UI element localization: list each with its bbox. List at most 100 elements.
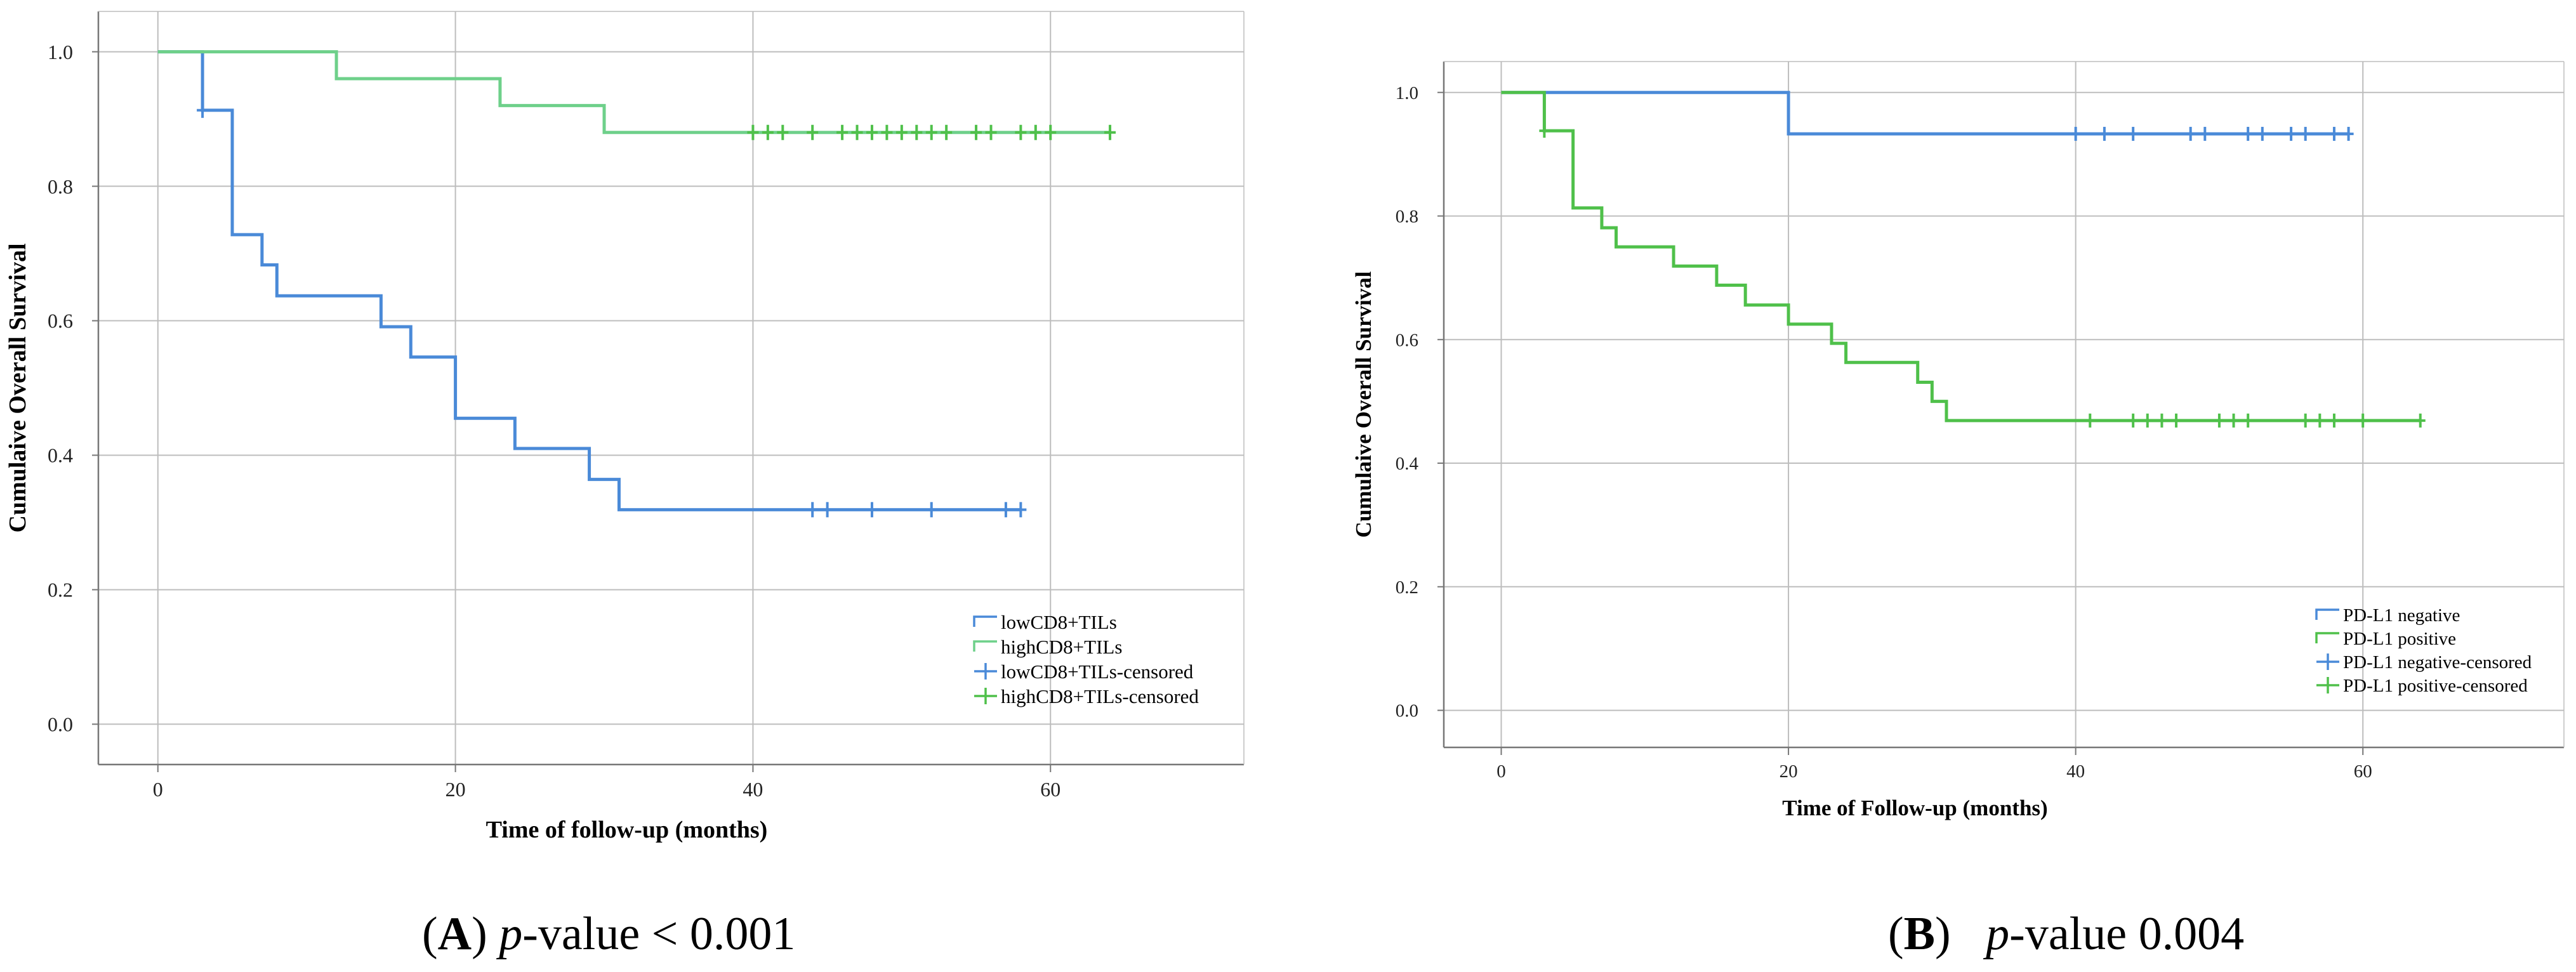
censor-mark-0-1 <box>2099 126 2110 141</box>
censor-mark-0-2 <box>2128 126 2139 141</box>
censor-mark-0-5 <box>1000 502 1012 518</box>
x-tick-label-20: 20 <box>446 778 466 801</box>
legend-symbol-2 <box>2316 653 2339 670</box>
y-axis-label: Cumulaive Overall Survival <box>1351 271 1376 537</box>
y-tick-label-5: 1.0 <box>48 41 73 63</box>
legend-symbol-3 <box>2316 677 2339 693</box>
legend-symbol-0 <box>2315 608 2339 620</box>
censor-mark-0-6 <box>2257 126 2268 141</box>
chart-b: 0 20 40 60 0.0 0.2 0.4 0.6 0.8 1.0 Time of Follow-… <box>1351 61 2565 820</box>
censor-mark-0-4 <box>925 502 937 518</box>
km-curve-lowcd8-tils <box>157 50 1021 511</box>
legend-symbol-1 <box>973 640 997 652</box>
legend-label-3: PD-L1 positive-censored <box>2343 676 2528 696</box>
censor-mark-1-10 <box>2315 413 2325 428</box>
censor-mark-1-15 <box>1029 124 1041 140</box>
censor-mark-0-7 <box>2286 126 2297 141</box>
censor-mark-1-2 <box>2128 413 2139 428</box>
censor-mark-1-11 <box>941 124 953 140</box>
y-tick-label-4: 0.8 <box>1396 207 1418 227</box>
censor-mark-1-3 <box>807 124 819 140</box>
caption-a-p: p <box>499 908 523 960</box>
censor-mark-1-13 <box>985 124 997 140</box>
legend: lowCD8+TILs highCD8+TILslowCD8+TILs-censo… <box>973 611 1199 707</box>
y-tick-label-1: 0.2 <box>1396 577 1418 598</box>
km-curve-highcd8-tils <box>157 50 1111 135</box>
caption-a-letter: A <box>437 908 472 960</box>
censor-mark-1-5 <box>851 124 863 140</box>
legend-label-0: PD-L1 negative <box>2343 605 2460 626</box>
y-tick-label-3: 0.6 <box>48 310 73 332</box>
y-tick-label-4: 0.8 <box>48 175 73 198</box>
legend-step-symbol <box>973 615 997 627</box>
censor-mark-1-9 <box>911 124 923 140</box>
censor-mark-0-5 <box>2243 126 2254 141</box>
legend-step-symbol <box>2315 608 2339 620</box>
y-tick-label-0: 0.0 <box>48 713 73 736</box>
censor-mark-1-1 <box>2085 413 2096 428</box>
y-tick-label-0: 0.0 <box>1396 701 1418 721</box>
legend-symbol-2 <box>974 663 997 680</box>
x-tick-label-0: 0 <box>1496 761 1506 782</box>
censor-mark-1-0 <box>1539 124 1550 138</box>
x-tick-label-40: 40 <box>2066 761 2085 782</box>
caption-b-p: p <box>1986 908 2010 960</box>
x-tick-label-40: 40 <box>743 778 763 801</box>
censor-mark-1-5 <box>2171 413 2182 428</box>
x-tick-label-60: 60 <box>1040 778 1060 801</box>
legend: PD-L1 negative PD-L1 positive PD-L1 negati… <box>2315 605 2532 696</box>
censor-mark-1-7 <box>2228 413 2239 428</box>
legend-label-2: lowCD8+TILs-censored <box>1001 660 1194 683</box>
censor-mark-1-10 <box>925 124 937 140</box>
censor-mark-0-3 <box>866 502 878 518</box>
y-tick-label-2: 0.4 <box>48 444 73 467</box>
censor-mark-0-3 <box>2185 126 2196 141</box>
km-curve-pd-l1-positive <box>1501 91 2421 423</box>
censor-mark-1-12 <box>2358 413 2368 428</box>
legend-label-1: highCD8+TILs <box>1001 636 1122 658</box>
censor-mark-1-7 <box>881 124 893 140</box>
y-tick-label-1: 0.2 <box>48 579 73 601</box>
censor-mark-1-17 <box>1104 124 1116 140</box>
censor-mark-1-8 <box>895 124 908 140</box>
legend-label-2: PD-L1 negative-censored <box>2343 652 2532 673</box>
censor-mark-0-1 <box>807 502 819 518</box>
censor-mark-1-6 <box>2214 413 2224 428</box>
y-axis-label: Cumulaive Overall Survival <box>4 244 31 533</box>
censor-mark-1-12 <box>970 124 982 140</box>
y-tick-label-3: 0.6 <box>1396 330 1418 350</box>
censor-mark-1-14 <box>1015 124 1027 140</box>
legend-label-3: highCD8+TILs-censored <box>1001 685 1199 707</box>
km-curve-pd-l1-negative <box>1501 91 2349 136</box>
y-tick-label-2: 0.4 <box>1396 454 1419 474</box>
caption-b: (B) p-value 0.004 <box>1888 908 2245 960</box>
censor-mark-1-4 <box>836 124 849 140</box>
censor-mark-0-2 <box>821 502 833 518</box>
censor-mark-1-9 <box>2300 413 2311 428</box>
legend-symbol-0 <box>973 615 997 627</box>
censor-mark-1-2 <box>777 124 789 140</box>
x-tick-label-20: 20 <box>1780 761 1798 782</box>
y-tick-label-5: 1.0 <box>1396 83 1418 103</box>
censor-mark-1-13 <box>2415 413 2426 428</box>
x-axis-label: Time of Follow-up (months) <box>1782 796 2047 820</box>
censor-mark-0-0 <box>2070 126 2081 141</box>
legend-symbol-1 <box>2315 632 2339 643</box>
caption-b-letter: B <box>1903 908 1936 960</box>
legend-label-1: PD-L1 positive <box>2343 629 2456 649</box>
censor-mark-1-8 <box>2243 413 2254 428</box>
caption-b-p-rest: -value 0.004 <box>2009 908 2245 960</box>
censor-mark-1-4 <box>2157 413 2167 428</box>
chart-a: 0 20 40 60 0.0 0.2 0.4 0.6 0.8 1.0 Time of follow-… <box>4 11 1245 843</box>
censor-mark-1-11 <box>2328 413 2339 428</box>
censor-mark-1-3 <box>2142 413 2153 428</box>
x-axis-label: Time of follow-up (months) <box>486 817 768 843</box>
x-tick-label-0: 0 <box>153 778 163 801</box>
caption-a-p-rest: -value < 0.001 <box>522 908 796 960</box>
legend-step-symbol <box>973 640 997 652</box>
censor-mark-1-6 <box>866 124 878 140</box>
caption-a: (A) p-value < 0.001 <box>422 908 796 960</box>
censor-mark-1-16 <box>1045 124 1057 140</box>
censor-mark-0-6 <box>1015 502 1027 518</box>
